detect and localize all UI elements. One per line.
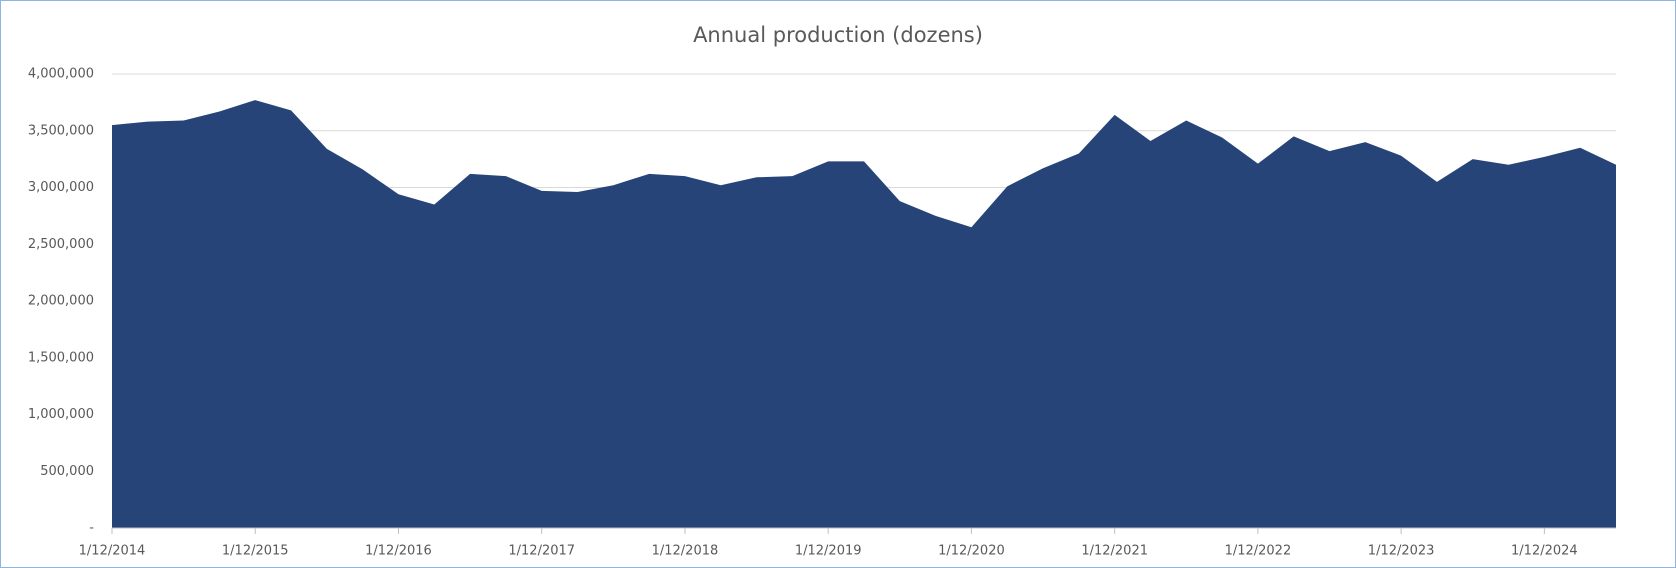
chart-title: Annual production (dozens) (693, 23, 983, 47)
x-tick-label: 1/12/2017 (508, 544, 575, 559)
y-tick-label: 4,000,000 (28, 67, 94, 82)
x-tick-label: 1/12/2015 (222, 544, 289, 559)
x-tick-label: 1/12/2018 (652, 544, 719, 559)
y-tick-label: 1,000,000 (28, 407, 94, 422)
y-tick-label: 2,500,000 (28, 237, 94, 252)
x-tick-label: 1/12/2022 (1225, 544, 1292, 559)
x-tick-label: 1/12/2014 (79, 544, 146, 559)
y-tick-label: 3,500,000 (28, 123, 94, 138)
y-tick-label: 3,000,000 (28, 180, 94, 195)
x-tick-label: 1/12/2020 (938, 544, 1005, 559)
y-tick-label: 500,000 (40, 464, 94, 479)
x-tick-label: 1/12/2024 (1511, 544, 1578, 559)
x-tick-label: 1/12/2023 (1368, 544, 1435, 559)
y-tick-label: 1,500,000 (28, 350, 94, 365)
x-tick-label: 1/12/2021 (1081, 544, 1148, 559)
area (112, 100, 1616, 528)
x-tick-label: 1/12/2019 (795, 544, 862, 559)
x-tick-label: 1/12/2016 (365, 544, 432, 559)
y-tick-label: - (89, 521, 94, 536)
y-tick-label: 2,000,000 (28, 294, 94, 309)
